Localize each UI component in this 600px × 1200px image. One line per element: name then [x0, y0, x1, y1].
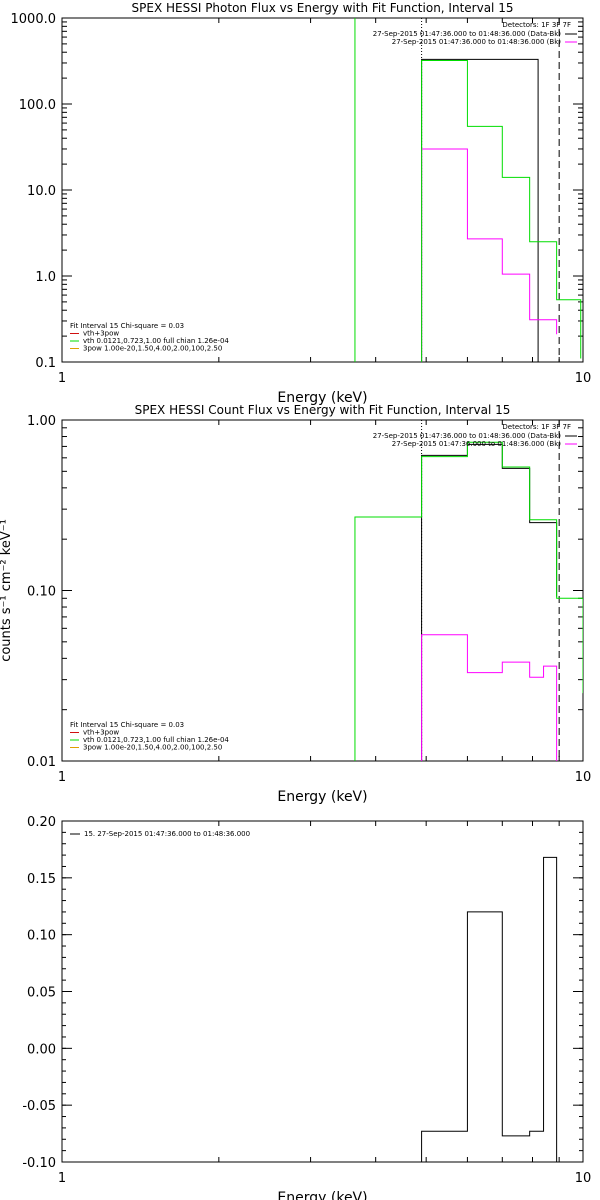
photon-x-tick-label: 10 [575, 371, 592, 386]
count-background-series [421, 634, 558, 761]
count-legend-entry: 27-Sep-2015 01:47:36.000 to 01:48:36.000… [373, 432, 562, 440]
count-plot-area [354, 420, 583, 761]
count-legend-entry: 27-Sep-2015 01:47:36.000 to 01:48:36.000… [392, 440, 562, 448]
photon-panel: SPEX HESSI Photon Flux vs Energy with Fi… [11, 1, 592, 406]
photon-title: SPEX HESSI Photon Flux vs Energy with Fi… [132, 1, 514, 15]
residual-y-tick-label: 0.15 [27, 872, 56, 887]
count-model-series [354, 441, 583, 761]
residual-legend-entry: 15. 27-Sep-2015 01:47:36.000 to 01:48:36… [84, 830, 250, 838]
residual-y-tick-label: 0.05 [27, 986, 56, 1001]
photon-x-tick-label: 1 [58, 371, 66, 386]
count-y-axis-label: counts s⁻¹ cm⁻² keV⁻¹ [0, 519, 14, 662]
count-axes-frame [61, 419, 584, 762]
photon-y-tick-label: 100.0 [19, 98, 56, 113]
residual-y-tick-label: 0.00 [27, 1042, 56, 1057]
residual-y-tick-label: 0.10 [27, 929, 56, 944]
photon-legend-entry: 27-Sep-2015 01:47:36.000 to 01:48:36.000… [392, 38, 562, 46]
count-y-tick-label: 0.01 [27, 755, 56, 770]
residual-y-tick-label: -0.05 [22, 1099, 56, 1114]
count-x-tick-label: 10 [575, 770, 592, 785]
photon-legend-entry: 27-Sep-2015 01:47:36.000 to 01:48:36.000… [373, 30, 562, 38]
residual-data-series [421, 856, 558, 1162]
photon-model-series [421, 60, 582, 362]
photon-axes-frame [61, 17, 584, 363]
count-y-tick-label: 0.10 [27, 585, 56, 600]
count-title: SPEX HESSI Count Flux vs Energy with Fit… [135, 403, 511, 417]
photon-y-tick-label: 10.0 [27, 184, 56, 199]
photon-background-series [421, 148, 558, 362]
residual-x-tick-label: 10 [575, 1171, 592, 1186]
residual-x-axis-label: Energy (keV) [277, 1190, 367, 1200]
residual-plot-area [421, 856, 558, 1162]
count-y-tick-label: 1.00 [27, 414, 56, 429]
photon-detectors-label: Detectors: 1F 3F 7F [502, 21, 571, 29]
count-panel: SPEX HESSI Count Flux vs Energy with Fit… [0, 403, 591, 805]
count-x-tick-label: 1 [58, 770, 66, 785]
photon-data-series [421, 58, 539, 362]
count-fit-legend-entry: vth+3pow [83, 729, 119, 737]
photon-y-tick-label: 0.1 [35, 356, 56, 371]
photon-fit-legend-entry: Fit Interval 15 Chi-square = 0.03 [70, 322, 184, 330]
photon-plot-area [354, 18, 582, 362]
photon-y-tick-label: 1.0 [35, 270, 56, 285]
photon-fit-legend-entry: 3pow 1.00e-20,1.50,4.00,2.00,100,2.50 [83, 345, 222, 353]
photon-x-axis-label: Energy (keV) [277, 390, 367, 406]
residual-panel: 1 10 -0.10 -0.05 0.00 0.05 0.10 0.15 0.20 Energy … [22, 815, 591, 1200]
count-fit-legend-entry: vth 0.0121,0.723,1.00 full chian 1.26e-0… [83, 736, 229, 744]
count-detectors-label: Detectors: 1F 3F 7F [502, 423, 571, 431]
residual-x-tick-label: 1 [58, 1171, 66, 1186]
count-fit-legend-entry: 3pow 1.00e-20,1.50,4.00,2.00,100,2.50 [83, 744, 222, 752]
photon-fit-legend-entry: vth 0.0121,0.723,1.00 full chian 1.26e-0… [83, 337, 229, 345]
residual-axes-frame [61, 820, 584, 1163]
photon-y-tick-label: 1000.0 [11, 12, 57, 27]
count-fit-legend-entry: Fit Interval 15 Chi-square = 0.03 [70, 721, 184, 729]
residual-y-tick-label: -0.10 [22, 1156, 56, 1171]
photon-fit-legend-entry: vth+3pow [83, 330, 119, 338]
count-x-axis-label: Energy (keV) [277, 789, 367, 805]
count-data-series [421, 443, 558, 761]
residual-y-tick-label: 0.20 [27, 815, 56, 830]
